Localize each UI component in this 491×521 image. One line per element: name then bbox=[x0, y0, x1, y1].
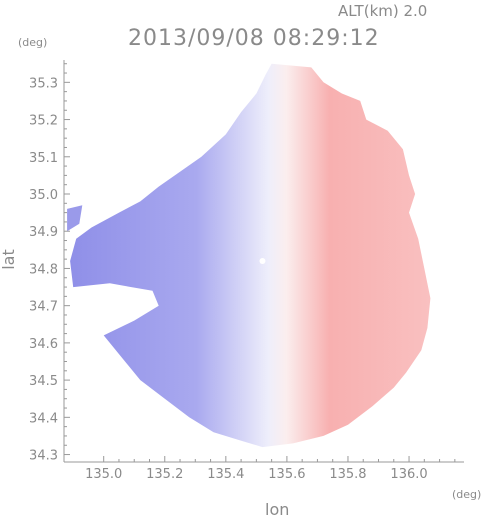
y-unit-label: (deg) bbox=[18, 36, 48, 49]
isolated-echo bbox=[67, 205, 83, 232]
x-tick-label: 135.0 bbox=[85, 467, 122, 482]
y-tick-label: 35.3 bbox=[29, 76, 58, 91]
chart-title: 2013/09/08 08:29:12 bbox=[128, 26, 380, 51]
y-tick-label: 34.6 bbox=[29, 337, 58, 352]
x-tick-label: 136.0 bbox=[390, 467, 427, 482]
x-tick-label: 135.6 bbox=[268, 467, 305, 482]
y-tick-label: 35.2 bbox=[29, 114, 58, 129]
x-axis-label: lon bbox=[265, 500, 290, 519]
y-tick-label: 34.7 bbox=[29, 300, 58, 315]
y-tick-label: 34.3 bbox=[29, 449, 58, 464]
y-tick-label: 34.8 bbox=[29, 262, 58, 277]
y-tick-label: 34.9 bbox=[29, 225, 58, 240]
x-unit-label: (deg) bbox=[452, 488, 482, 501]
x-tick-label: 135.8 bbox=[329, 467, 366, 482]
altitude-label: ALT(km) 2.0 bbox=[338, 2, 428, 20]
y-tick-label: 35.1 bbox=[29, 151, 58, 166]
x-tick-label: 135.2 bbox=[146, 467, 183, 482]
echo-area bbox=[67, 63, 431, 448]
y-tick-label: 34.5 bbox=[29, 374, 58, 389]
radar-site-marker bbox=[259, 258, 266, 264]
axes: 135.0 135.2 135.4 135.6 135.8 136.0 34.3 34.4 34… bbox=[29, 60, 464, 482]
y-tick-label: 35.0 bbox=[29, 188, 58, 203]
x-tick-label: 135.4 bbox=[207, 467, 244, 482]
echo-region bbox=[70, 63, 431, 448]
y-tick-label: 34.4 bbox=[29, 411, 58, 426]
